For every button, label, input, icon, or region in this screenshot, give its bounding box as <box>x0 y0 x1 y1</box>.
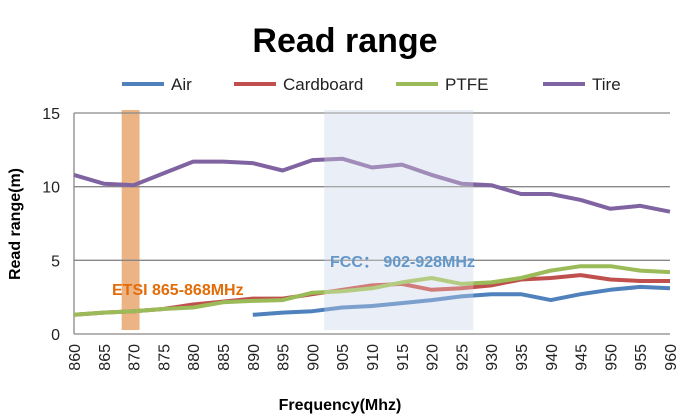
x-tick-label: 915 <box>395 344 412 371</box>
x-tick-label: 875 <box>156 344 173 371</box>
legend-label-cardboard: Cardboard <box>283 75 363 94</box>
x-tick-label: 940 <box>544 344 561 371</box>
x-tick-label: 870 <box>127 344 144 371</box>
legend-label-air: Air <box>171 75 192 94</box>
y-tick-label: 10 <box>42 180 60 197</box>
y-axis-label: Read range(m) <box>7 168 24 280</box>
x-tick-label: 910 <box>365 344 382 371</box>
band-1 <box>324 110 474 330</box>
x-tick-label: 930 <box>484 344 501 371</box>
x-tick-label: 890 <box>246 344 263 371</box>
y-tick-label: 5 <box>51 253 60 270</box>
chart-title: Read range <box>252 22 437 60</box>
y-tick-label: 0 <box>51 327 60 344</box>
series-line-ptfe <box>73 264 671 317</box>
x-tick-label: 885 <box>216 344 233 371</box>
x-tick-label: 925 <box>454 344 471 371</box>
band-0 <box>121 110 140 330</box>
x-tick-label: 955 <box>633 344 650 371</box>
x-tick-label: 895 <box>276 344 293 371</box>
x-tick-label: 865 <box>97 344 114 371</box>
series-line-tire <box>73 156 671 214</box>
series-line-air <box>252 284 671 317</box>
x-tick-label: 960 <box>663 344 680 371</box>
x-tick-label: 905 <box>335 344 352 371</box>
band-label-1: FCC： 902-928MHz <box>330 254 475 271</box>
x-tick-label: 900 <box>305 344 322 371</box>
x-tick-label: 920 <box>425 344 442 371</box>
x-axis-label: Frequency(Mhz) <box>279 397 402 414</box>
x-tick-label: 950 <box>603 344 620 371</box>
x-tick-label: 860 <box>67 344 84 371</box>
band-overlay <box>324 110 474 330</box>
x-tick-label: 880 <box>186 344 203 371</box>
legend-label-ptfe: PTFE <box>445 75 488 94</box>
x-tick-label: 945 <box>574 344 591 371</box>
legend-label-tire: Tire <box>592 75 621 94</box>
y-tick-label: 15 <box>42 106 60 123</box>
band-label-0: ETSI 865-868MHz <box>112 282 244 299</box>
x-tick-label: 935 <box>514 344 531 371</box>
